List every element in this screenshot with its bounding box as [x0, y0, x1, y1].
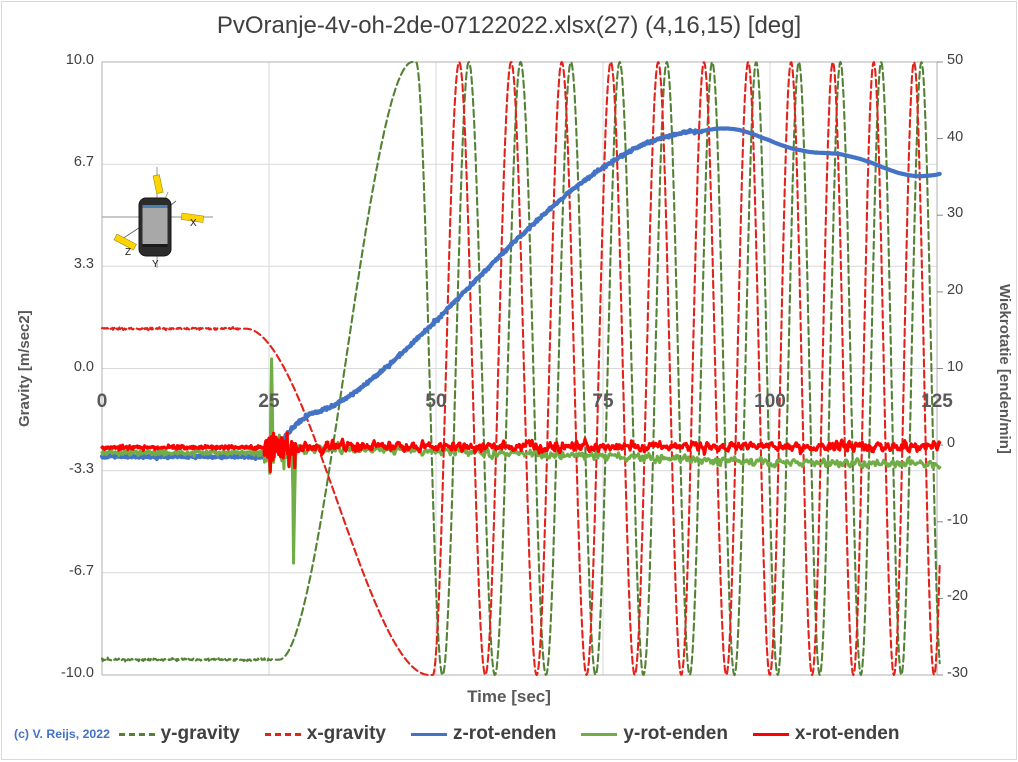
svg-text:X: X — [190, 218, 197, 229]
svg-text:Y: Y — [152, 259, 159, 270]
svg-text:Z: Z — [125, 247, 131, 258]
